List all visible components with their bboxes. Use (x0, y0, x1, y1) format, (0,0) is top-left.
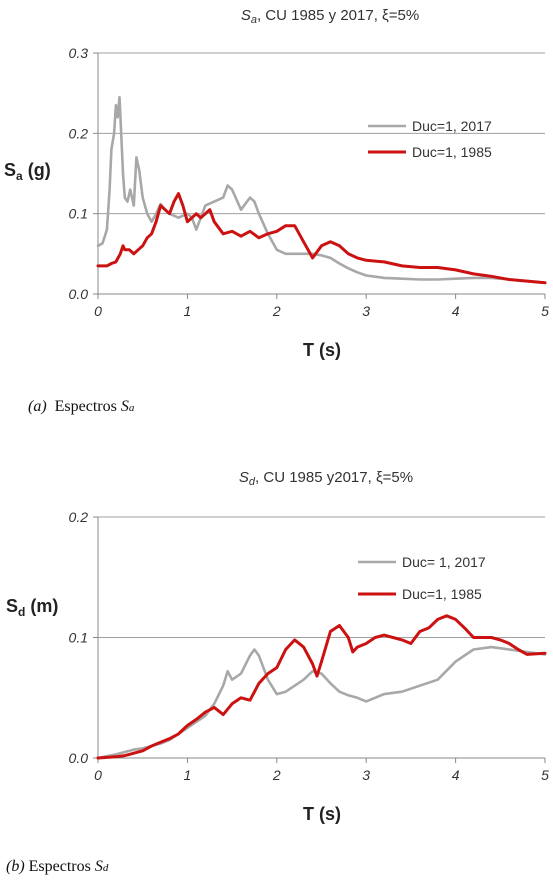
caption-sa-var: S (120, 398, 129, 415)
chart-sa-xlabel: T (s) (303, 340, 341, 360)
y-tick-label: 0.0 (69, 750, 89, 766)
legend-label-1985: Duc=1, 1985 (412, 144, 492, 160)
chart-sd-title: Sd, CU 1985 y2017, ξ=5% (239, 469, 413, 488)
y-tick-label: 0.0 (69, 286, 89, 302)
legend-label-1985: Duc=1, 1985 (402, 586, 482, 602)
series-line-2017 (96, 95, 547, 285)
x-tick-label: 1 (184, 767, 192, 783)
x-tick-label: 4 (452, 767, 460, 783)
chart-sd-grid (98, 516, 545, 638)
x-tick-label: 5 (541, 303, 549, 319)
chart-sd-ylabel: Sd (m) (6, 596, 58, 619)
caption-sd-var: S (94, 858, 103, 875)
chart-sa-axes (97, 53, 545, 295)
chart-sd-yticks: 0.0 0.1 0.2 (69, 509, 98, 766)
x-tick-label: 4 (452, 303, 460, 319)
caption-sd-text: Espectros (28, 858, 95, 875)
chart-sd-xticks: 0 1 2 3 4 5 (94, 758, 549, 783)
y-tick-label: 0.1 (69, 630, 88, 646)
chart-sd-xlabel: T (s) (303, 804, 341, 824)
x-tick-label: 3 (362, 303, 370, 319)
chart-sa-title: Sa, CU 1985 y 2017, ξ=5% (241, 7, 419, 26)
chart-sa-legend: Duc=1, 2017 Duc=1, 1985 (368, 118, 492, 160)
x-tick-label: 5 (541, 767, 549, 783)
chart-sa-series (96, 95, 547, 285)
caption-sd: (b) Espectros Sd (6, 858, 108, 876)
caption-sa: (a) Espectros Sa (28, 398, 134, 416)
chart-sa-ylabel: Sa (g) (4, 160, 51, 183)
series-line-1985 (96, 614, 547, 760)
y-tick-label: 0.3 (69, 45, 89, 61)
chart-sa-yticks: 0.0 0.1 0.2 0.3 (69, 45, 98, 302)
chart-sd: Sd, CU 1985 y2017, ξ=5% 0.0 0.1 0.2 0 1 2 3 4 5… (6, 469, 549, 824)
x-tick-label: 0 (94, 303, 102, 319)
x-tick-label: 2 (272, 303, 281, 319)
chart-sd-legend: Duc= 1, 2017 Duc=1, 1985 (358, 554, 486, 602)
caption-sd-sub: d (102, 862, 109, 874)
x-tick-label: 0 (94, 767, 102, 783)
caption-sd-label: (b) (6, 858, 25, 875)
y-tick-label: 0.2 (69, 125, 89, 141)
chart-sd-series (96, 614, 547, 760)
y-tick-label: 0.2 (69, 509, 89, 525)
caption-sa-sub: a (128, 402, 135, 414)
caption-sa-label: (a) (28, 398, 47, 415)
x-tick-label: 1 (184, 303, 192, 319)
y-tick-label: 0.1 (69, 206, 88, 222)
chart-sa-xticks: 0 1 2 3 4 5 (94, 294, 549, 319)
x-tick-label: 2 (272, 767, 281, 783)
legend-label-2017: Duc=1, 2017 (412, 118, 492, 134)
chart-sa: Sa, CU 1985 y 2017, ξ=5% 0.0 0.1 0.2 0.3 0 1… (4, 7, 549, 360)
x-tick-label: 3 (362, 767, 370, 783)
series-line-1985 (96, 192, 547, 285)
legend-label-2017: Duc= 1, 2017 (402, 554, 486, 570)
caption-sa-text: Espectros (54, 398, 121, 415)
